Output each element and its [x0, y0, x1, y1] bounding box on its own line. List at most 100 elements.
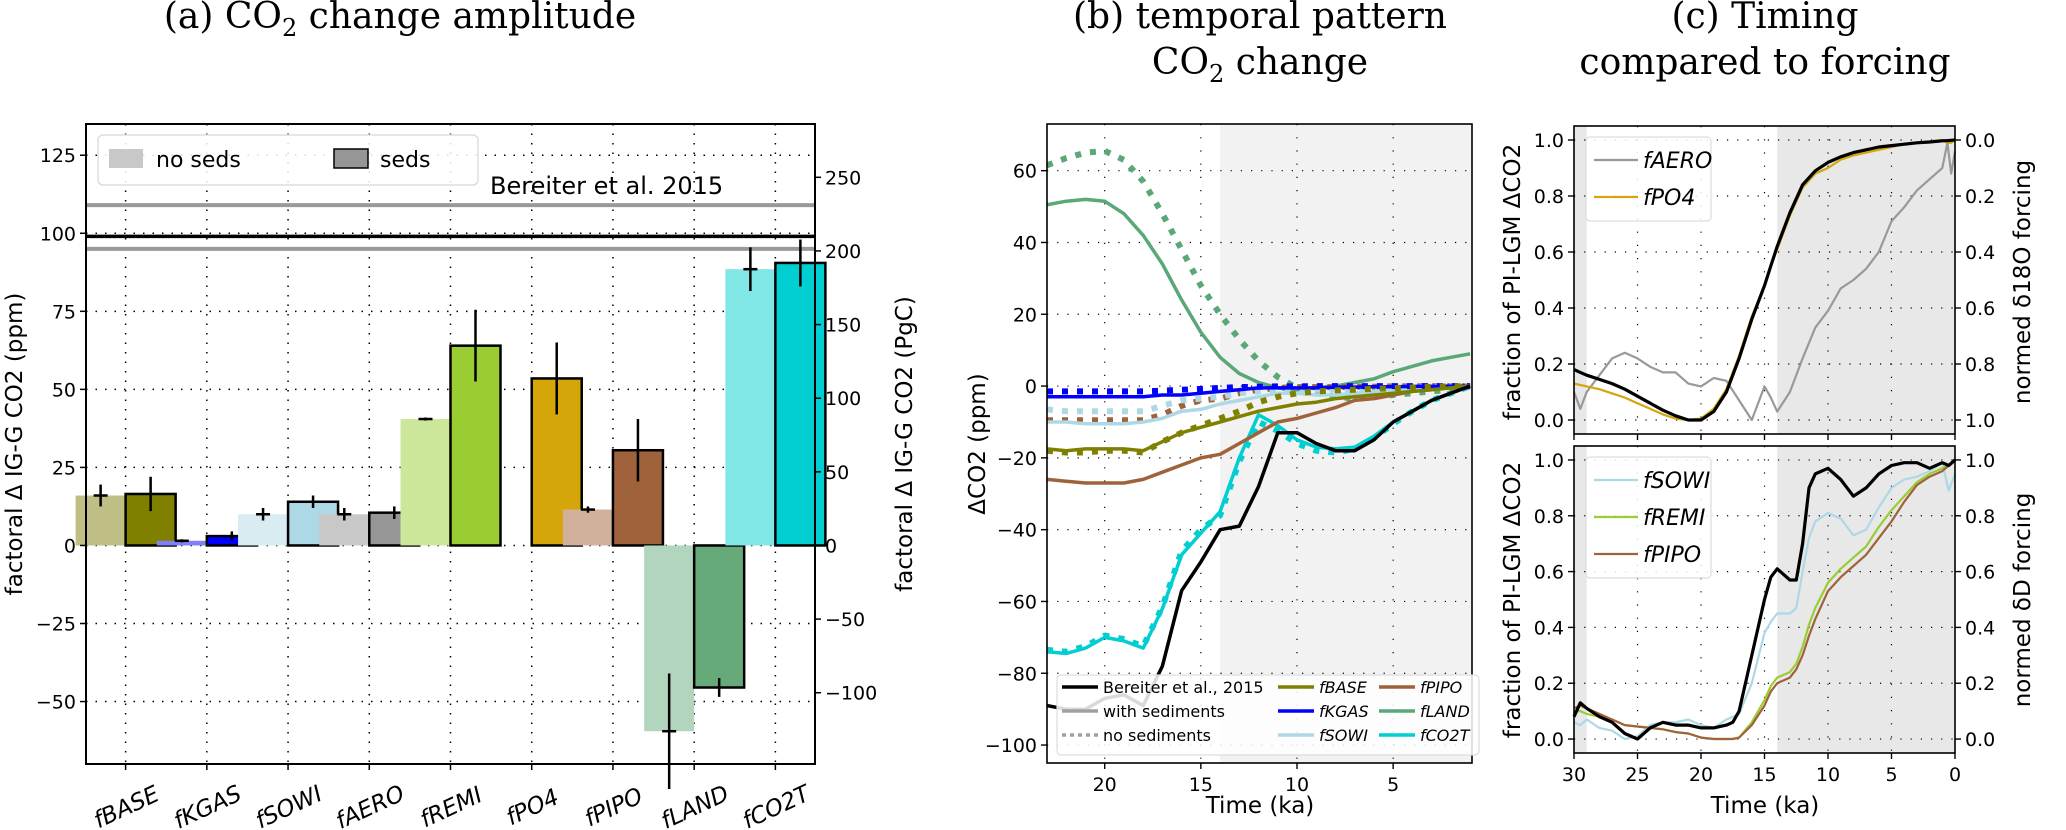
panel-c-bottom-y-label-right: normed δD forcing [2010, 493, 2036, 708]
y-tick-label: 0.0 [1534, 729, 1564, 751]
panel-c-top-y-label-right: normed δ18O forcing [2010, 160, 2036, 404]
y-tick-label: −40 [997, 520, 1037, 542]
x-tick-label: 30 [1562, 764, 1586, 786]
y-tick-label: 60 [1013, 161, 1037, 183]
shaded-region [1574, 446, 1587, 753]
legend-label-seds: seds [380, 148, 430, 173]
legend-label: fPIPO [1643, 543, 1701, 568]
x-tick-label: 25 [1625, 764, 1649, 786]
y-tick-label: 1.0 [1534, 130, 1564, 152]
panel-c-top-legend: fAERO fPO4 [1585, 136, 1712, 222]
x-tick-label: 15 [1189, 774, 1213, 796]
legend-label: fPIPO [1420, 678, 1462, 697]
panel-b: −100 −80 −60 −40 −20 0 20 40 60 20 15 10 5 ΔCO2 (pp… [965, 123, 1480, 819]
y-tick-label: 75 [52, 301, 76, 323]
y-tick-label: −60 [997, 591, 1037, 613]
bar-fPIPO-seds [611, 448, 665, 547]
y-tick-label: 20 [1013, 304, 1037, 326]
y-tick-label-right: 100 [825, 388, 861, 410]
panel-c-bottom-x-ticks: 30 25 20 15 10 5 0 [1562, 753, 1961, 786]
y-tick-label: 0.8 [1534, 506, 1564, 528]
legend-label: with sediments [1103, 702, 1225, 721]
y-tick-label: 0 [64, 535, 76, 557]
x-tick-label: 5 [1885, 764, 1897, 786]
y-tick-label-right: 0.6 [1965, 298, 1995, 320]
y-tick-label: −25 [36, 614, 76, 636]
y-tick-label: 1.0 [1534, 450, 1564, 472]
panel-a-y-label: factoral Δ IG-G CO2 (ppm) [2, 293, 28, 596]
y-tick-label-right: 150 [825, 315, 861, 337]
bar-fKGAS-no-seds [156, 540, 207, 546]
legend-swatch-no-seds [109, 149, 143, 168]
panel-c-bottom-y-ticks-right: 0.0 0.2 0.4 0.6 0.8 1.0 [1955, 450, 1995, 751]
legend-label: fPO4 [1643, 186, 1695, 211]
panel-c-title-line2: compared to forcing [1579, 42, 1950, 83]
y-tick-label: 40 [1013, 232, 1037, 254]
y-tick-label-right: −50 [825, 609, 865, 631]
category-label: fPO4 [502, 784, 563, 830]
panel-c-bottom-legend: fSOWI fREMI fPIPO [1585, 456, 1712, 579]
series-line-fland-with-sediments [1047, 197, 1471, 392]
panel-c-top: 0.0 0.2 0.4 0.6 0.8 1.0 1.0 0.8 0.6 0.4 0.2 0.0 fr… [1500, 125, 2036, 440]
y-tick-label-right: 250 [825, 167, 861, 189]
panel-b-frame [1046, 123, 1473, 764]
y-tick-label-right: 0 [825, 535, 837, 557]
panel-a-y-ticks-right: −100 −50 0 50 100 150 200 250 [815, 167, 877, 705]
panel-a-legend: no seds seds [97, 134, 479, 186]
panel-c-bottom-y-label: fraction of PI-LGM ΔCO2 [1500, 462, 1526, 738]
panel-c-top-y-ticks-right: 1.0 0.8 0.6 0.4 0.2 0.0 [1955, 130, 1995, 432]
y-tick-label: 25 [52, 457, 76, 479]
y-tick-label: 0.4 [1534, 298, 1564, 320]
legend-box [1585, 136, 1712, 222]
x-tick-label: 20 [1093, 774, 1117, 796]
y-tick-label: −20 [997, 448, 1037, 470]
legend-box [97, 134, 479, 186]
panel-c-top-shaded-regions [1574, 126, 1955, 434]
legend-label: Bereiter et al., 2015 [1103, 678, 1264, 697]
panel-c-title-line1: (c) Timing [1671, 0, 1858, 37]
y-tick-label: 0 [1025, 376, 1037, 398]
series-line-faero [1572, 141, 1957, 422]
shaded-region [1777, 446, 1955, 753]
panel-a-x-ticks: fBASE fKGAS fSOWI fAERO fREMI fPO4 fPIPO fLAND f… [90, 764, 816, 830]
y-tick-label: 0.2 [1534, 354, 1564, 376]
bar-fLAND-seds [692, 544, 746, 689]
panel-a-y-ticks: −50 −25 0 25 50 75 100 125 [36, 145, 86, 714]
x-tick-label: 10 [1816, 764, 1840, 786]
legend-label: fBASE [1319, 678, 1368, 697]
y-tick-label: 0.8 [1534, 186, 1564, 208]
x-tick-label: 20 [1689, 764, 1713, 786]
panel-b-y-ticks: −100 −80 −60 −40 −20 0 20 40 60 [985, 161, 1047, 757]
y-tick-label-right: 0.0 [1965, 729, 1995, 751]
panel-a-bars [75, 239, 827, 789]
legend-label: fREMI [1643, 506, 1705, 531]
legend-label: fLAND [1420, 702, 1470, 721]
y-tick-label-right: 0.4 [1965, 242, 1995, 264]
panel-a-title: (a) CO2 change amplitude [164, 0, 636, 42]
y-tick-label: −80 [997, 663, 1037, 685]
y-tick-label-right: 0.2 [1965, 673, 1995, 695]
y-tick-label-right: 0.0 [1965, 130, 1995, 152]
panel-b-y-label: ΔCO2 (ppm) [965, 373, 991, 514]
series-line-fpipo [1573, 459, 1956, 741]
panel-b-x-ticks: 20 15 10 5 [1093, 763, 1399, 796]
y-tick-label: 0.6 [1534, 562, 1564, 584]
category-label: fREMI [416, 782, 486, 830]
x-tick-label: 15 [1752, 764, 1776, 786]
series-line-fbase-no-sediments [1047, 383, 1471, 456]
panel-c-top-y-label: fraction of PI-LGM ΔCO2 [1500, 144, 1526, 420]
legend-box [1056, 674, 1480, 756]
panel-b-legend: Bereiter et al., 2015 with sediments no se… [1056, 674, 1480, 756]
series-line-fbase-with-sediments [1047, 384, 1471, 453]
y-tick-label: −50 [36, 692, 76, 714]
panel-c-top-x-ticks [1573, 434, 1956, 440]
panel-a: −50 −25 0 25 50 75 100 125 −100 −50 0 50 100 150 200 2… [2, 123, 918, 830]
panel-b-title-line2: CO2 change [1152, 42, 1368, 88]
bar-fCO2T-no-seds [725, 269, 776, 546]
y-tick-label-right: 200 [825, 241, 861, 263]
legend-label: fSOWI [1319, 726, 1368, 745]
y-tick-label-right: −100 [825, 683, 877, 705]
category-label: fKGAS [170, 781, 246, 830]
y-tick-label: 0.6 [1534, 242, 1564, 264]
panel-c-top-y-ticks: 0.0 0.2 0.4 0.6 0.8 1.0 [1534, 130, 1574, 432]
